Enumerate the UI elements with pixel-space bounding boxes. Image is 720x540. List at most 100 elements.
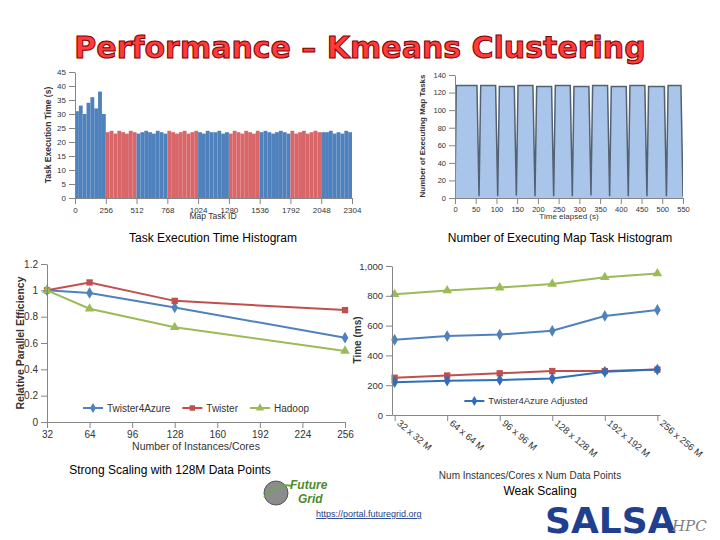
tick-label: 450: [636, 205, 649, 214]
tick-label: 100: [491, 205, 504, 214]
tick-mark: [642, 198, 643, 204]
tick: 0: [62, 194, 75, 203]
bar: [210, 132, 214, 198]
tick-mark: [386, 355, 392, 356]
legend-marker: [256, 403, 264, 410]
bar: [87, 103, 91, 198]
tick-mark: [395, 415, 396, 421]
tick: 128: [167, 422, 184, 440]
tick: 32 x 32 M: [395, 415, 434, 453]
tick-label: 32 x 32 M: [395, 417, 434, 452]
chart-caption: Strong Scaling with 128M Data Points: [69, 463, 270, 477]
marker: [342, 307, 348, 313]
bar: [290, 131, 294, 198]
brand-sub: HPC: [671, 517, 707, 535]
legend: Twister4Azure Adjusted: [464, 395, 587, 406]
line: [455, 86, 683, 198]
tick: 256: [337, 422, 354, 440]
marker: [85, 303, 95, 311]
brand-logo: SALSA: [545, 500, 676, 540]
tick-label: 0: [442, 194, 446, 203]
tick-label: 128 x 128 M: [553, 417, 600, 459]
tick-label: 80: [438, 124, 446, 133]
chart-caption: Task Execution Time Histogram: [129, 231, 297, 245]
bar: [271, 134, 275, 198]
tick-mark: [621, 198, 622, 204]
bar: [298, 132, 302, 198]
tick: 0: [32, 417, 47, 428]
marker: [86, 287, 93, 299]
tick-mark: [683, 198, 684, 204]
tick-label: 400: [367, 350, 383, 361]
bar: [310, 132, 314, 198]
tick-mark: [69, 156, 75, 157]
bar: [194, 131, 198, 198]
tick: 1.2: [24, 259, 47, 270]
tick-mark: [217, 422, 218, 428]
bar: [187, 134, 191, 198]
bar: [125, 134, 129, 198]
tick-mark: [449, 75, 455, 76]
tick: 40: [57, 82, 75, 91]
bar: [325, 132, 329, 198]
plot-area: [75, 92, 352, 198]
logo-text: Future: [290, 478, 328, 492]
marker: [601, 366, 608, 378]
legend-item: Twister4Azure: [83, 403, 171, 414]
tick-mark: [657, 415, 658, 421]
tick: 200: [367, 380, 392, 391]
x-axis-title: Num Instances/Cores x Num Data Points: [439, 470, 621, 481]
bar: [133, 132, 137, 198]
bar: [148, 132, 152, 198]
bar: [129, 131, 133, 198]
tick: 0: [73, 198, 78, 215]
tick-mark: [69, 86, 75, 87]
tick-label: 1536: [251, 206, 269, 215]
tick: 45: [57, 68, 75, 77]
tick-label: 30: [57, 110, 66, 119]
bar: [144, 131, 148, 198]
tick-label: 40: [57, 82, 66, 91]
tick-label: 1: [32, 285, 38, 296]
tick-mark: [132, 422, 133, 428]
bar: [279, 131, 283, 198]
axis-line: [76, 198, 353, 199]
tick-label: 0.8: [24, 311, 38, 322]
tick-mark: [41, 343, 47, 344]
bar: [117, 131, 121, 198]
tick: 64 x 64 M: [448, 415, 487, 453]
tick: 20: [438, 176, 455, 185]
bar: [264, 131, 268, 198]
legend-item: Twister4Azure Adjusted: [464, 395, 587, 406]
bar: [160, 132, 164, 198]
marker: [601, 310, 608, 322]
chart: 0204060801001201400501001502002503003504…: [418, 71, 690, 245]
tick: 0.2: [24, 390, 47, 401]
axis: 051015202530354045: [57, 68, 75, 203]
line: [47, 282, 345, 310]
tick-mark: [41, 396, 47, 397]
bar: [221, 134, 225, 198]
footer-url[interactable]: https://portal.futuregrid.org: [316, 509, 422, 519]
tick-mark: [69, 142, 75, 143]
tick: 30: [57, 110, 75, 119]
bar: [79, 106, 83, 198]
legend-marker: [90, 403, 96, 413]
x-axis-title: Number of Instances/Cores: [132, 440, 260, 452]
bar: [98, 92, 102, 198]
tick-label: 224: [295, 429, 312, 440]
tick-label: 32: [42, 429, 54, 440]
line: [395, 273, 658, 294]
axis: 020406080100120140: [433, 71, 455, 203]
tick-label: 192 x 192 M: [605, 417, 652, 459]
tick-mark: [75, 198, 76, 204]
tick: 0: [453, 198, 457, 214]
bar: [183, 131, 187, 198]
tick-label: 20: [57, 138, 66, 147]
bar: [337, 132, 341, 198]
tick-mark: [538, 198, 539, 204]
bar: [198, 132, 202, 198]
bar: [256, 131, 260, 198]
tick-mark: [449, 198, 455, 199]
tick: 50: [472, 198, 480, 214]
